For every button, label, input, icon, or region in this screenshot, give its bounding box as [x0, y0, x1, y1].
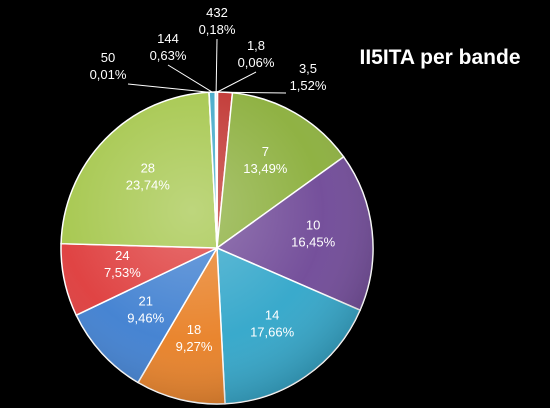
- slice-category-label: 21: [139, 293, 153, 308]
- leader-line-3-5: [225, 91, 287, 94]
- slice-label-144: 144 0,63%: [150, 31, 187, 63]
- slice-percent-label: 23,74%: [126, 177, 171, 192]
- slice-category-label: 1,8: [247, 38, 265, 53]
- slice-percent-label: 9,46%: [127, 310, 164, 325]
- slice-label-7: 7 13,49%: [243, 144, 288, 176]
- slice-category-label: 28: [141, 160, 155, 175]
- slice-label-432: 432 0,18%: [199, 5, 236, 37]
- leader-line-432: [215, 38, 218, 93]
- slice-percent-label: 7,53%: [104, 265, 141, 280]
- slice-label-14: 14 17,66%: [250, 307, 295, 339]
- leader-lines: [127, 38, 287, 94]
- leader-line-144: [167, 64, 213, 93]
- leader-line-1-8: [217, 71, 257, 93]
- slice-category-label: 432: [206, 5, 228, 20]
- slice-category-label: 144: [157, 31, 179, 46]
- slice-category-label: 14: [265, 307, 279, 322]
- slice-label-10: 10 16,45%: [291, 218, 336, 250]
- pie-slice-28: [60, 91, 218, 249]
- chart-title: II5ITA per bande: [359, 46, 520, 69]
- slice-label-21: 21 9,46%: [127, 293, 164, 325]
- slice-label-28: 28 23,74%: [126, 160, 171, 192]
- slice-percent-label: 0,63%: [150, 48, 187, 63]
- leader-line-50: [127, 83, 210, 93]
- slice-category-label: 50: [101, 50, 115, 65]
- slice-percent-label: 17,66%: [250, 324, 295, 339]
- slice-label-3-5: 3,5 1,52%: [290, 61, 327, 93]
- slice-category-label: 3,5: [299, 61, 317, 76]
- slice-percent-label: 0,01%: [90, 67, 127, 82]
- slice-label-18: 18 9,27%: [176, 322, 213, 354]
- slice-label-1-8: 1,8 0,06%: [238, 38, 275, 70]
- slice-label-24: 24 7,53%: [104, 248, 141, 280]
- slice-label-50: 50 0,01%: [90, 50, 127, 82]
- slice-percent-label: 13,49%: [243, 161, 288, 176]
- slice-percent-label: 0,18%: [199, 22, 236, 37]
- slice-category-label: 10: [306, 218, 320, 233]
- slice-category-label: 24: [115, 248, 129, 263]
- slice-category-label: 18: [187, 322, 201, 337]
- slice-category-label: 7: [262, 144, 269, 159]
- slice-percent-label: 0,06%: [238, 55, 275, 70]
- slice-percent-label: 9,27%: [176, 339, 213, 354]
- slice-percent-label: 1,52%: [290, 78, 327, 93]
- slice-percent-label: 16,45%: [291, 235, 336, 250]
- slice-labels: 1,8 0,06% 3,5 1,52%7 13,49%10 16,45%14 17,66%1…: [90, 5, 336, 354]
